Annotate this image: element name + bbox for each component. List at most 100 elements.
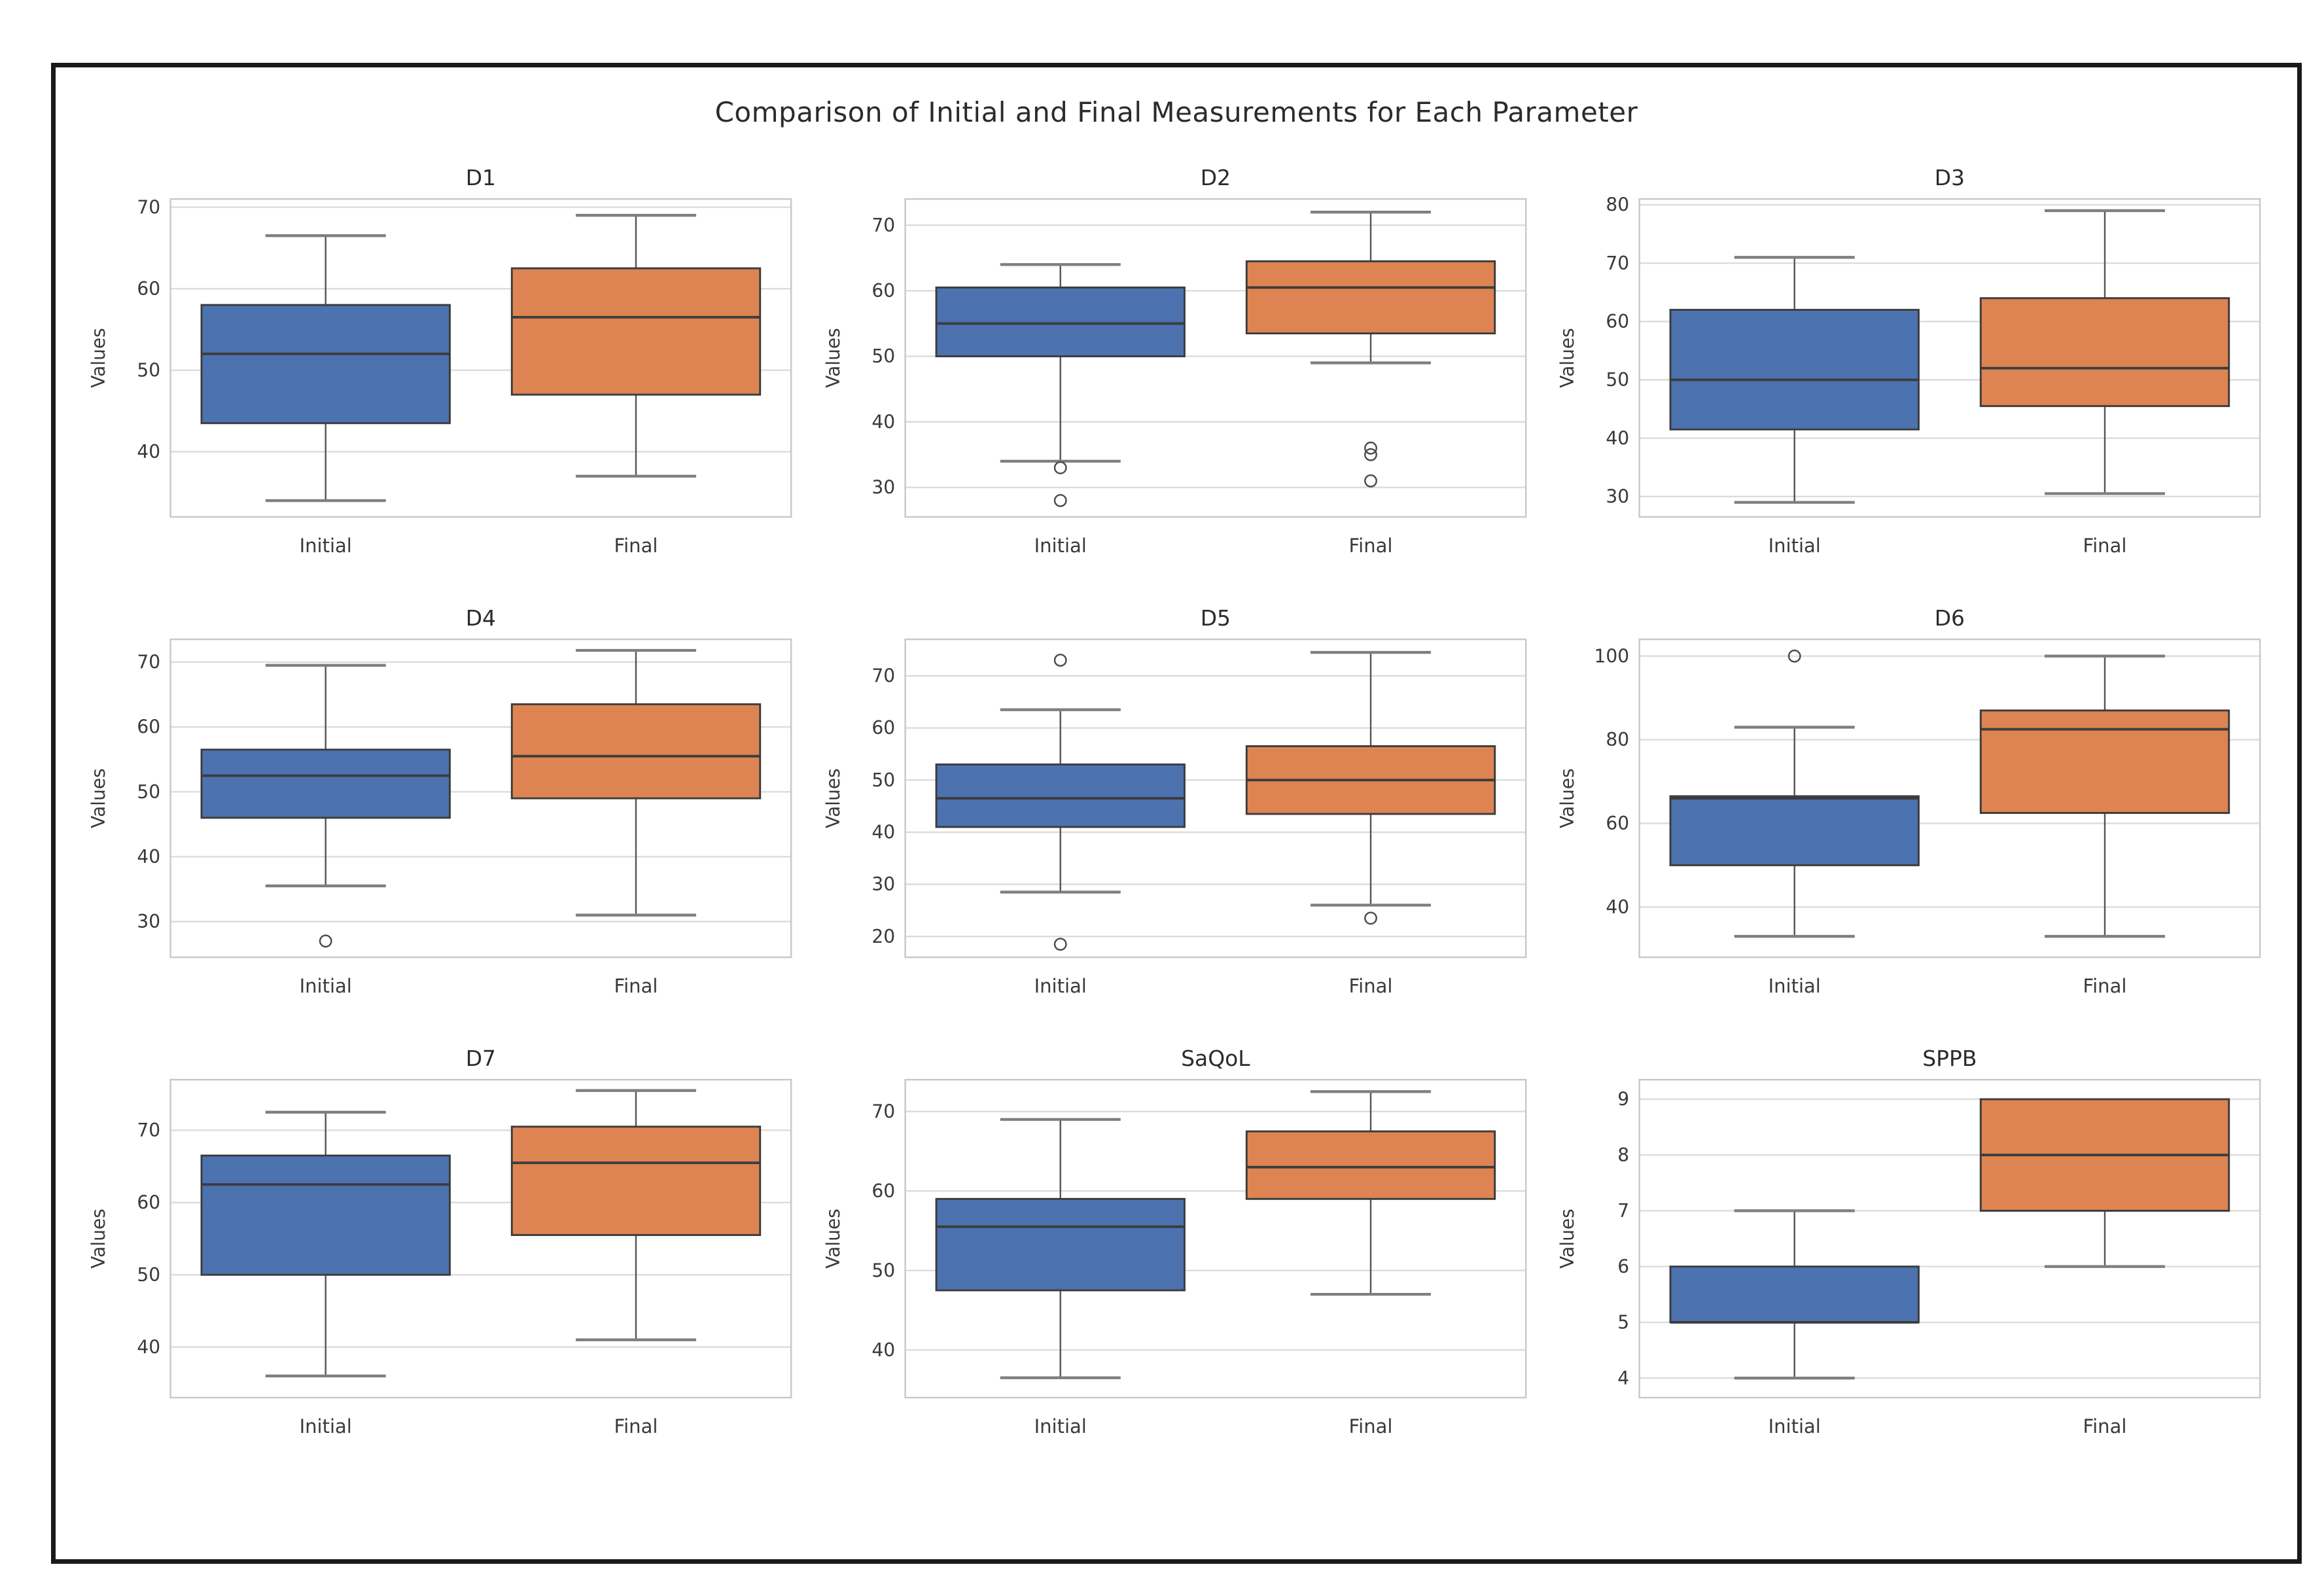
subplot-title: D7 <box>466 1046 496 1071</box>
y-tick-label: 40 <box>872 1339 895 1360</box>
y-tick-label: 50 <box>872 345 895 367</box>
y-tick-label: 40 <box>872 821 895 843</box>
x-tick-label: Final <box>2083 1415 2127 1438</box>
box-final <box>1245 260 1496 334</box>
y-tick-label: 40 <box>1606 896 1630 918</box>
figure-title: Comparison of Initial and Final Measurem… <box>714 96 1638 128</box>
subplot-title: D2 <box>1200 165 1230 190</box>
subplot-D2: 30 40 50 60 70 Initial Final D2 Values <box>818 162 1536 580</box>
subplot-grid: 40 50 60 70 Initial Final D1 Values 30 40 50 60 70 In… <box>56 128 2297 1460</box>
y-tick-label: 30 <box>1606 486 1630 508</box>
subplot-title: D5 <box>1200 605 1230 631</box>
y-tick-label: 50 <box>872 1260 895 1281</box>
subplot-SPPB: 4 5 6 7 8 9 Initial Final SPPB Values <box>1552 1043 2270 1461</box>
y-tick-label: 30 <box>137 911 160 932</box>
y-tick-label: 50 <box>1606 369 1630 391</box>
y-axis-label: Values <box>1557 768 1578 828</box>
boxplot-canvas-SaQoL: 40 50 60 70 Initial Final SaQoL Values <box>822 1046 1527 1438</box>
x-tick-label: Final <box>1348 975 1392 997</box>
y-tick-label: 50 <box>137 781 160 803</box>
x-tick-label: Initial <box>1769 975 1821 997</box>
subplot-D7: 40 50 60 70 Initial Final D7 Values <box>83 1043 801 1461</box>
outlier-point <box>319 934 332 947</box>
y-tick-label: 6 <box>1618 1256 1630 1277</box>
y-tick-label: 7 <box>1618 1200 1630 1222</box>
x-tick-label: Final <box>614 975 658 997</box>
box-final <box>1245 1130 1496 1200</box>
axes-spines <box>169 1078 792 1398</box>
y-tick-label: 40 <box>137 1336 160 1358</box>
subplot-D4: 30 40 50 60 70 Initial Final D4 Values <box>83 603 801 1021</box>
x-tick-label: Initial <box>300 535 352 557</box>
subplot-title: D3 <box>1935 165 1965 190</box>
y-axis-label: Values <box>88 768 109 828</box>
y-tick-label: 70 <box>872 665 895 686</box>
boxplot-canvas-SPPB: 4 5 6 7 8 9 Initial Final SPPB Values <box>1557 1046 2261 1438</box>
y-tick-label: 20 <box>872 926 895 947</box>
y-tick-label: 80 <box>1606 729 1630 750</box>
box-final <box>510 1125 762 1236</box>
boxplot-canvas-D1: 40 50 60 70 Initial Final D1 Values <box>88 165 792 557</box>
y-tick-label: 8 <box>1618 1144 1630 1166</box>
y-tick-label: 30 <box>872 873 895 895</box>
boxplot-canvas-D5: 20 30 40 50 60 70 Initial Final D5 Values <box>822 605 1527 997</box>
axes-spines <box>1638 638 2261 959</box>
boxplot-canvas-D4: 30 40 50 60 70 Initial Final D4 Values <box>88 605 792 997</box>
y-tick-label: 50 <box>137 1264 160 1286</box>
outlier-point <box>1788 649 1801 663</box>
axes-spines <box>904 638 1527 959</box>
y-tick-label: 60 <box>872 280 895 302</box>
box-initial <box>200 1154 451 1276</box>
y-axis-label: Values <box>822 1209 844 1269</box>
boxplot-canvas-D3: 30 40 50 60 70 80 Initial Final D3 Values <box>1557 165 2261 557</box>
box-final <box>1980 297 2230 408</box>
y-tick-label: 40 <box>872 411 895 432</box>
y-axis-label: Values <box>1557 1209 1578 1269</box>
y-tick-label: 70 <box>872 215 895 236</box>
x-tick-label: Initial <box>1034 535 1086 557</box>
y-tick-label: 80 <box>1606 194 1630 216</box>
x-tick-label: Final <box>614 535 658 557</box>
y-axis-label: Values <box>822 768 844 828</box>
subplot-D1: 40 50 60 70 Initial Final D1 Values <box>83 162 801 580</box>
box-initial <box>1669 309 1920 431</box>
subplot-D3: 30 40 50 60 70 80 Initial Final D3 Values <box>1552 162 2270 580</box>
x-tick-label: Final <box>2083 535 2127 557</box>
boxplot-canvas-D2: 30 40 50 60 70 Initial Final D2 Values <box>822 165 1527 557</box>
plot-area <box>905 199 1526 518</box>
box-final <box>510 267 762 396</box>
y-tick-label: 60 <box>137 1191 160 1213</box>
y-tick-label: 60 <box>1606 813 1630 834</box>
y-tick-label: 70 <box>1606 253 1630 274</box>
x-tick-label: Initial <box>300 975 352 997</box>
x-tick-label: Initial <box>1034 1415 1086 1438</box>
subplot-title: SaQoL <box>1181 1046 1250 1071</box>
y-tick-label: 4 <box>1618 1367 1630 1389</box>
y-tick-label: 5 <box>1618 1311 1630 1333</box>
y-tick-label: 60 <box>1606 311 1630 332</box>
y-tick-label: 60 <box>137 278 160 300</box>
figure-frame: Comparison of Initial and Final Measurem… <box>51 63 2302 1564</box>
x-tick-label: Initial <box>1769 535 1821 557</box>
box-initial <box>935 763 1186 828</box>
box-initial <box>1669 1265 1920 1324</box>
axes-spines <box>169 198 792 518</box>
x-tick-label: Final <box>1348 1415 1392 1438</box>
y-axis-label: Values <box>88 1209 109 1269</box>
subplot-title: D1 <box>466 165 496 190</box>
y-tick-label: 70 <box>137 1120 160 1141</box>
subplot-title: D4 <box>466 605 496 631</box>
y-tick-label: 50 <box>872 769 895 791</box>
x-tick-label: Final <box>1348 535 1392 557</box>
box-final <box>510 703 762 800</box>
box-initial <box>200 304 451 425</box>
axes-spines <box>1638 198 2261 518</box>
y-tick-label: 40 <box>1606 427 1630 449</box>
box-initial <box>1669 795 1920 866</box>
y-tick-label: 40 <box>137 441 160 463</box>
outlier-point <box>1053 938 1067 951</box>
outlier-point <box>1364 448 1377 461</box>
box-initial <box>935 286 1186 358</box>
y-tick-label: 50 <box>137 359 160 381</box>
